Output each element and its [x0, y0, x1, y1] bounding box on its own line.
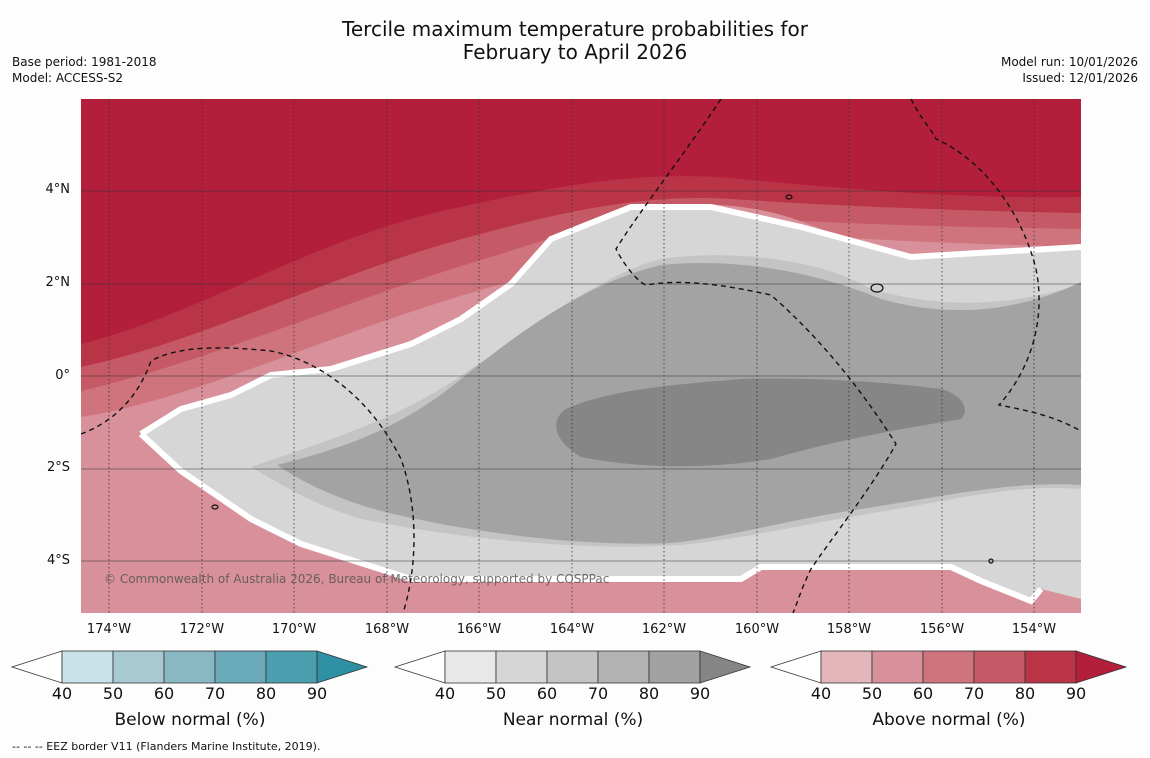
cbar-above-seg-6: [1075, 650, 1128, 684]
cbar-tick: 50: [102, 684, 124, 703]
tercile-boundary-south: [138, 431, 1044, 605]
cbar-below-seg-6: [316, 650, 369, 684]
tercile-boundary-north: [139, 204, 1081, 437]
islands: [211, 194, 994, 564]
cbar-tick: 60: [153, 684, 175, 703]
colorbar-above-label: Above normal (%): [872, 710, 1026, 730]
model-run: Model run: 10/01/2026: [1000, 55, 1138, 69]
cbar-tick: 50: [861, 684, 883, 703]
metadata-right: Model run: 10/01/2026 Issued: 12/01/2026: [1001, 54, 1138, 86]
cbar-tick: 80: [255, 684, 277, 703]
cbar-tick: 90: [306, 684, 328, 703]
base-period: Base period: 1981-2018: [12, 55, 157, 69]
cbar-near-seg-5: [648, 650, 701, 684]
cbar-tick: 70: [587, 684, 609, 703]
cbar-tick: 80: [1014, 684, 1036, 703]
cbar-tick: 40: [51, 684, 73, 703]
cbar-tick: 60: [912, 684, 934, 703]
issued-date: Issued: 12/01/2026: [1022, 71, 1138, 85]
cbar-tick: 80: [638, 684, 660, 703]
copyright-notice: © Commonwealth of Australia 2026, Bureau…: [104, 572, 610, 586]
colorbar-above-normal: [769, 650, 1128, 684]
cbar-tick: 60: [536, 684, 558, 703]
model-name: Model: ACCESS-S2: [12, 71, 124, 85]
cbar-below-seg-5: [265, 650, 318, 684]
cbar-near-seg-0: [393, 650, 446, 684]
cbar-tick: 40: [434, 684, 456, 703]
cbar-tick: 40: [810, 684, 832, 703]
x-tick-label: 154°W: [1011, 622, 1057, 637]
title-line-1: Tercile maximum temperature probabilitie…: [342, 17, 808, 41]
cbar-tick: 90: [689, 684, 711, 703]
x-tick-label: 174°W: [86, 622, 132, 637]
x-tick-label: 158°W: [826, 622, 872, 637]
x-tick-label: 164°W: [549, 622, 595, 637]
cbar-below-seg-2: [112, 650, 165, 684]
x-tick-label: 160°W: [734, 622, 780, 637]
y-tick-label: 4°N: [45, 182, 71, 197]
cbar-near-seg-4: [597, 650, 650, 684]
x-tick-label: 162°W: [641, 622, 687, 637]
cbar-tick: 70: [204, 684, 226, 703]
y-tick-label: 2°S: [46, 460, 70, 475]
cbar-near-seg-2: [495, 650, 548, 684]
cbar-near-seg-3: [546, 650, 599, 684]
cbar-tick: 50: [485, 684, 507, 703]
cbar-below-seg-3: [163, 650, 216, 684]
grid-parallels: [81, 190, 1081, 562]
cbar-below-seg-0: [10, 650, 63, 684]
map-title: Tercile maximum temperature probabilitie…: [0, 18, 1150, 64]
cbar-near-seg-6: [699, 650, 752, 684]
cbar-below-seg-1: [61, 650, 114, 684]
x-tick-label: 170°W: [271, 622, 317, 637]
x-tick-label: 166°W: [456, 622, 502, 637]
y-tick-label: 4°S: [46, 553, 70, 568]
cbar-above-seg-2: [871, 650, 924, 684]
cbar-above-seg-0: [769, 650, 822, 684]
x-tick-label: 156°W: [919, 622, 965, 637]
cbar-above-seg-5: [1024, 650, 1077, 684]
colorbar-below-normal: [10, 650, 369, 684]
eez-legend-note: -- -- -- EEZ border V11 (Flanders Marine…: [12, 740, 321, 753]
y-tick-label: 2°N: [45, 275, 71, 290]
band-near-90: [556, 378, 965, 467]
eez-borders: [81, 99, 1081, 613]
colorbar-near-normal: [393, 650, 752, 684]
map-svg: [81, 99, 1081, 613]
title-line-2: February to April 2026: [462, 40, 688, 64]
cbar-tick: 90: [1065, 684, 1087, 703]
cbar-above-seg-1: [820, 650, 873, 684]
x-tick-label: 172°W: [179, 622, 225, 637]
y-tick-label: 0°: [55, 368, 70, 383]
colorbar-near-label: Near normal (%): [502, 710, 644, 730]
x-tick-label: 168°W: [364, 622, 410, 637]
grid-meridians: [108, 99, 1035, 613]
cbar-near-seg-1: [444, 650, 497, 684]
cbar-above-seg-3: [922, 650, 975, 684]
probability-map[interactable]: [81, 99, 1081, 613]
cbar-tick: 70: [963, 684, 985, 703]
metadata-left: Base period: 1981-2018 Model: ACCESS-S2: [12, 54, 157, 86]
colorbar-below-label: Below normal (%): [114, 710, 266, 730]
cbar-below-seg-4: [214, 650, 267, 684]
cbar-above-seg-4: [973, 650, 1026, 684]
